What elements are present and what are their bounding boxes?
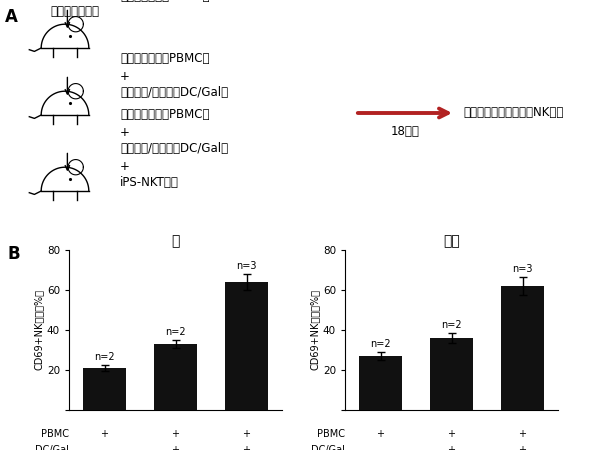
Text: n=3: n=3 <box>236 261 257 271</box>
Text: +: + <box>120 70 130 83</box>
Bar <box>501 286 544 410</box>
Text: n=2: n=2 <box>441 320 462 330</box>
Text: +: + <box>242 445 251 450</box>
Text: +: + <box>101 429 109 439</box>
Text: 樹状細胞/糖脂質（DC/Gal）: 樹状細胞/糖脂質（DC/Gal） <box>120 142 228 155</box>
Text: n=2: n=2 <box>94 352 115 362</box>
Text: -: - <box>379 445 382 450</box>
Text: +: + <box>172 445 179 450</box>
Text: iPS-NKT細胞: iPS-NKT細胞 <box>120 176 179 189</box>
Bar <box>225 282 268 410</box>
Text: +: + <box>518 429 527 439</box>
Text: 免疫不全マウス: 免疫不全マウス <box>50 5 99 18</box>
Text: 肺，肝臓：ヒト活性化NK細胞: 肺，肝臓：ヒト活性化NK細胞 <box>463 107 563 120</box>
Text: PBMC: PBMC <box>41 429 69 439</box>
Text: 末梢血単核球（PBMC）: 末梢血単核球（PBMC） <box>120 0 209 3</box>
Text: n=2: n=2 <box>165 327 186 337</box>
Text: DC/Gal: DC/Gal <box>311 445 345 450</box>
Bar <box>430 338 473 410</box>
Bar <box>83 368 126 410</box>
Text: -: - <box>103 445 106 450</box>
Text: PBMC: PBMC <box>317 429 345 439</box>
Text: n=2: n=2 <box>370 339 391 349</box>
Text: 樹状細胞/糖脂質（DC/Gal）: 樹状細胞/糖脂質（DC/Gal） <box>120 86 228 99</box>
Text: +: + <box>448 445 455 450</box>
Text: A: A <box>5 8 18 26</box>
Text: B: B <box>7 245 20 263</box>
Text: +: + <box>120 160 130 173</box>
Text: +: + <box>242 429 251 439</box>
Bar <box>154 344 197 410</box>
Text: +: + <box>448 429 455 439</box>
Text: +: + <box>172 429 179 439</box>
Title: 肺: 肺 <box>172 234 179 248</box>
Text: 末梢血単核球（PBMC）: 末梢血単核球（PBMC） <box>120 52 209 65</box>
Text: +: + <box>120 126 130 139</box>
Y-axis label: CD69+NK細胞（%）: CD69+NK細胞（%） <box>34 289 44 370</box>
Text: +: + <box>518 445 527 450</box>
Text: n=3: n=3 <box>512 264 533 274</box>
Text: 18時間: 18時間 <box>391 125 419 138</box>
Text: +: + <box>377 429 385 439</box>
Text: 末梢血単核球（PBMC）: 末梢血単核球（PBMC） <box>120 108 209 121</box>
Bar <box>359 356 402 410</box>
Y-axis label: CD69+NK細胞（%）: CD69+NK細胞（%） <box>310 289 320 370</box>
Title: 肝臓: 肝臓 <box>443 234 460 248</box>
Text: DC/Gal: DC/Gal <box>35 445 69 450</box>
